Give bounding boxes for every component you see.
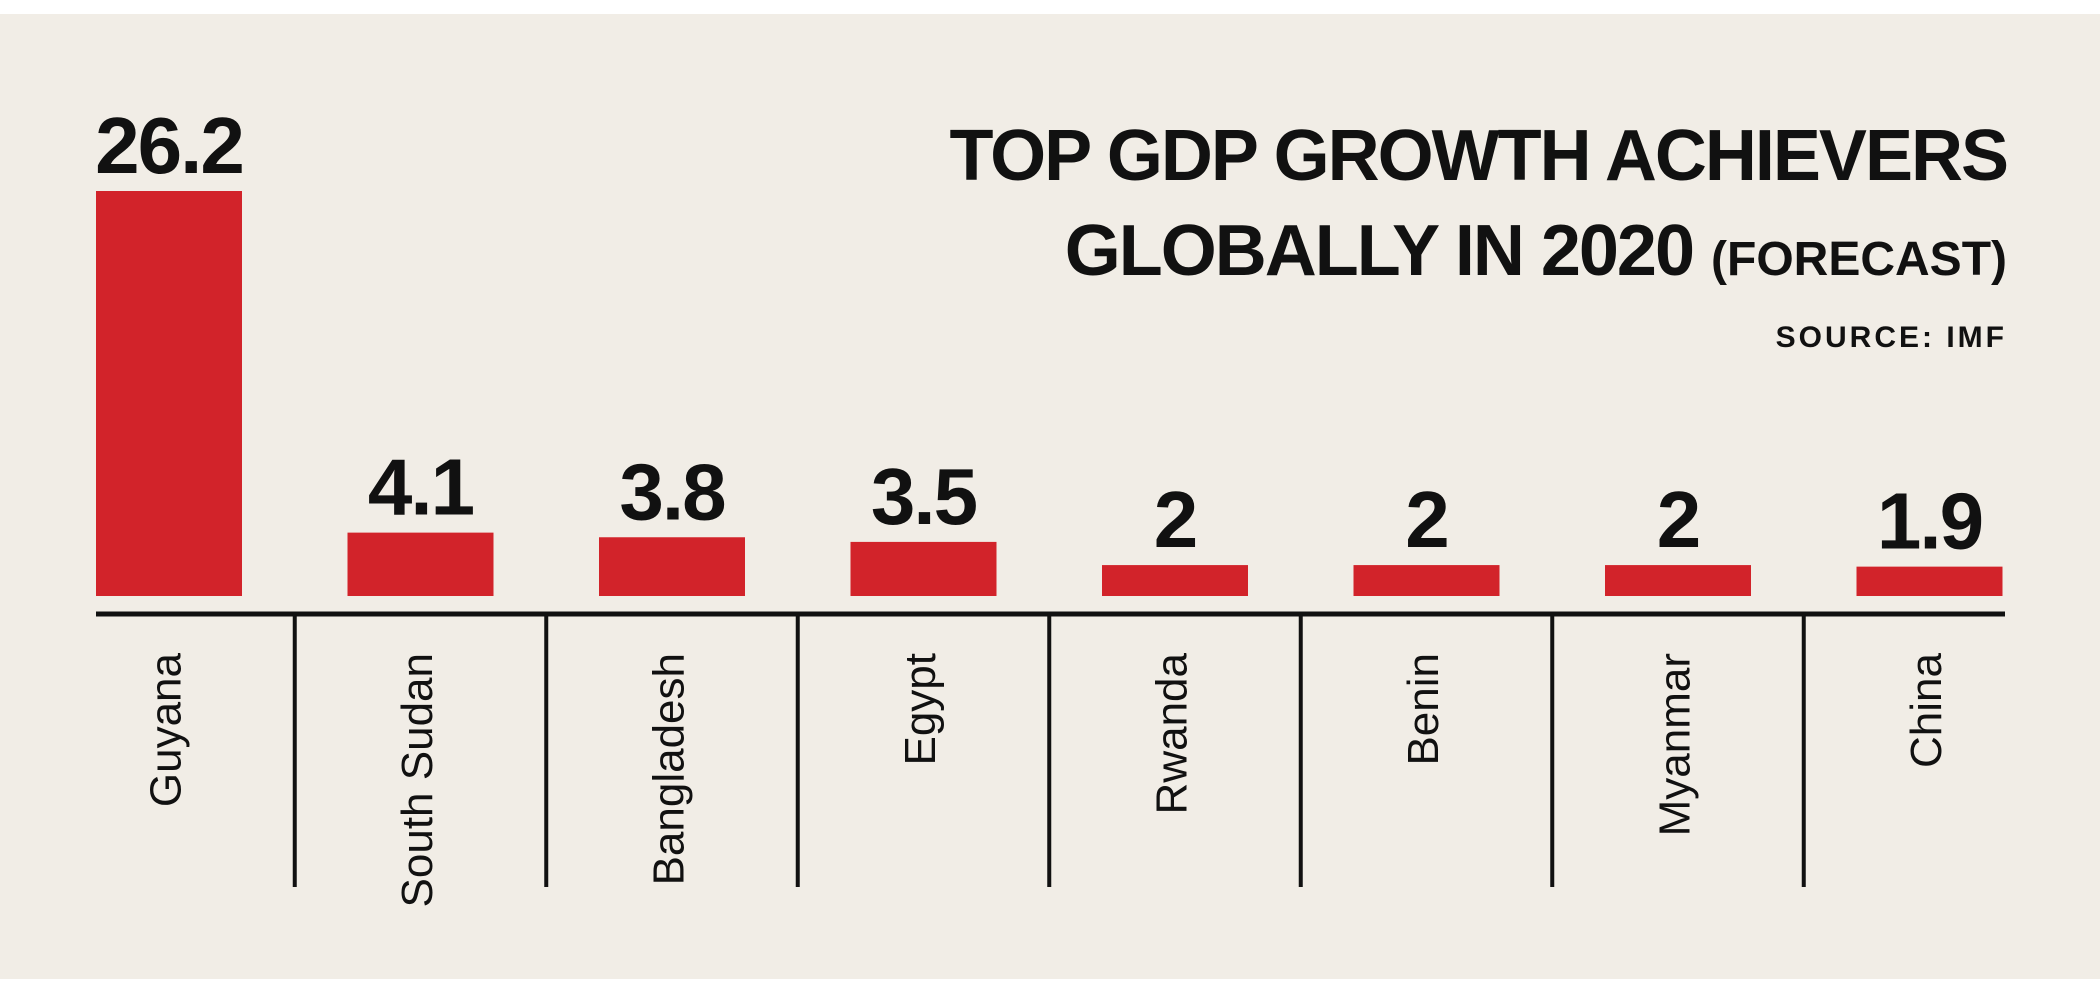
source-note: SOURCE: IMF [1775, 321, 2007, 354]
data-label: 3.5 [871, 452, 977, 541]
bar-rwanda [1102, 565, 1248, 596]
chart-canvas: 26.2 Guyana 4.1 South Sudan 3.8 Bangladesh 3.5… [0, 14, 2100, 979]
data-label: 3.8 [619, 447, 725, 536]
category-label: Benin [1399, 653, 1448, 766]
bar-south-sudan [347, 532, 494, 596]
category-label: Rwanda [1148, 652, 1197, 814]
category-label: Guyana [142, 652, 191, 807]
category-label: Egypt [896, 653, 945, 766]
data-label: 4.1 [368, 443, 474, 532]
bar-chart: 26.2 Guyana 4.1 South Sudan 3.8 Bangladesh 3.5… [95, 101, 2005, 907]
data-label: 2 [1657, 475, 1700, 564]
bar-myanmar [1605, 565, 1751, 596]
bar-benin [1353, 565, 1500, 596]
category-label: China [1902, 652, 1951, 767]
bar-bangladesh [599, 537, 745, 596]
title-line-2-main: GLOBALLY IN 2020 [1064, 211, 1695, 291]
category-label: Bangladesh [645, 653, 694, 885]
bar-egypt [850, 541, 997, 596]
data-label: 26.2 [95, 101, 243, 190]
data-label: 2 [1154, 475, 1197, 564]
bar-china [1856, 566, 2003, 596]
title-qualifier: (FORECAST) [1711, 233, 2007, 286]
data-label: 2 [1405, 475, 1448, 564]
category-label: South Sudan [393, 653, 442, 907]
bar-guyana [96, 191, 242, 596]
category-label: Myanmar [1651, 653, 1700, 836]
title-line-1: TOP GDP GROWTH ACHIEVERS [949, 116, 2009, 196]
chart-title: TOP GDP GROWTH ACHIEVERS GLOBALLY IN 202… [949, 109, 2009, 355]
title-line-2: GLOBALLY IN 2020 (FORECAST) [950, 204, 2007, 307]
data-label: 1.9 [1877, 477, 1982, 566]
